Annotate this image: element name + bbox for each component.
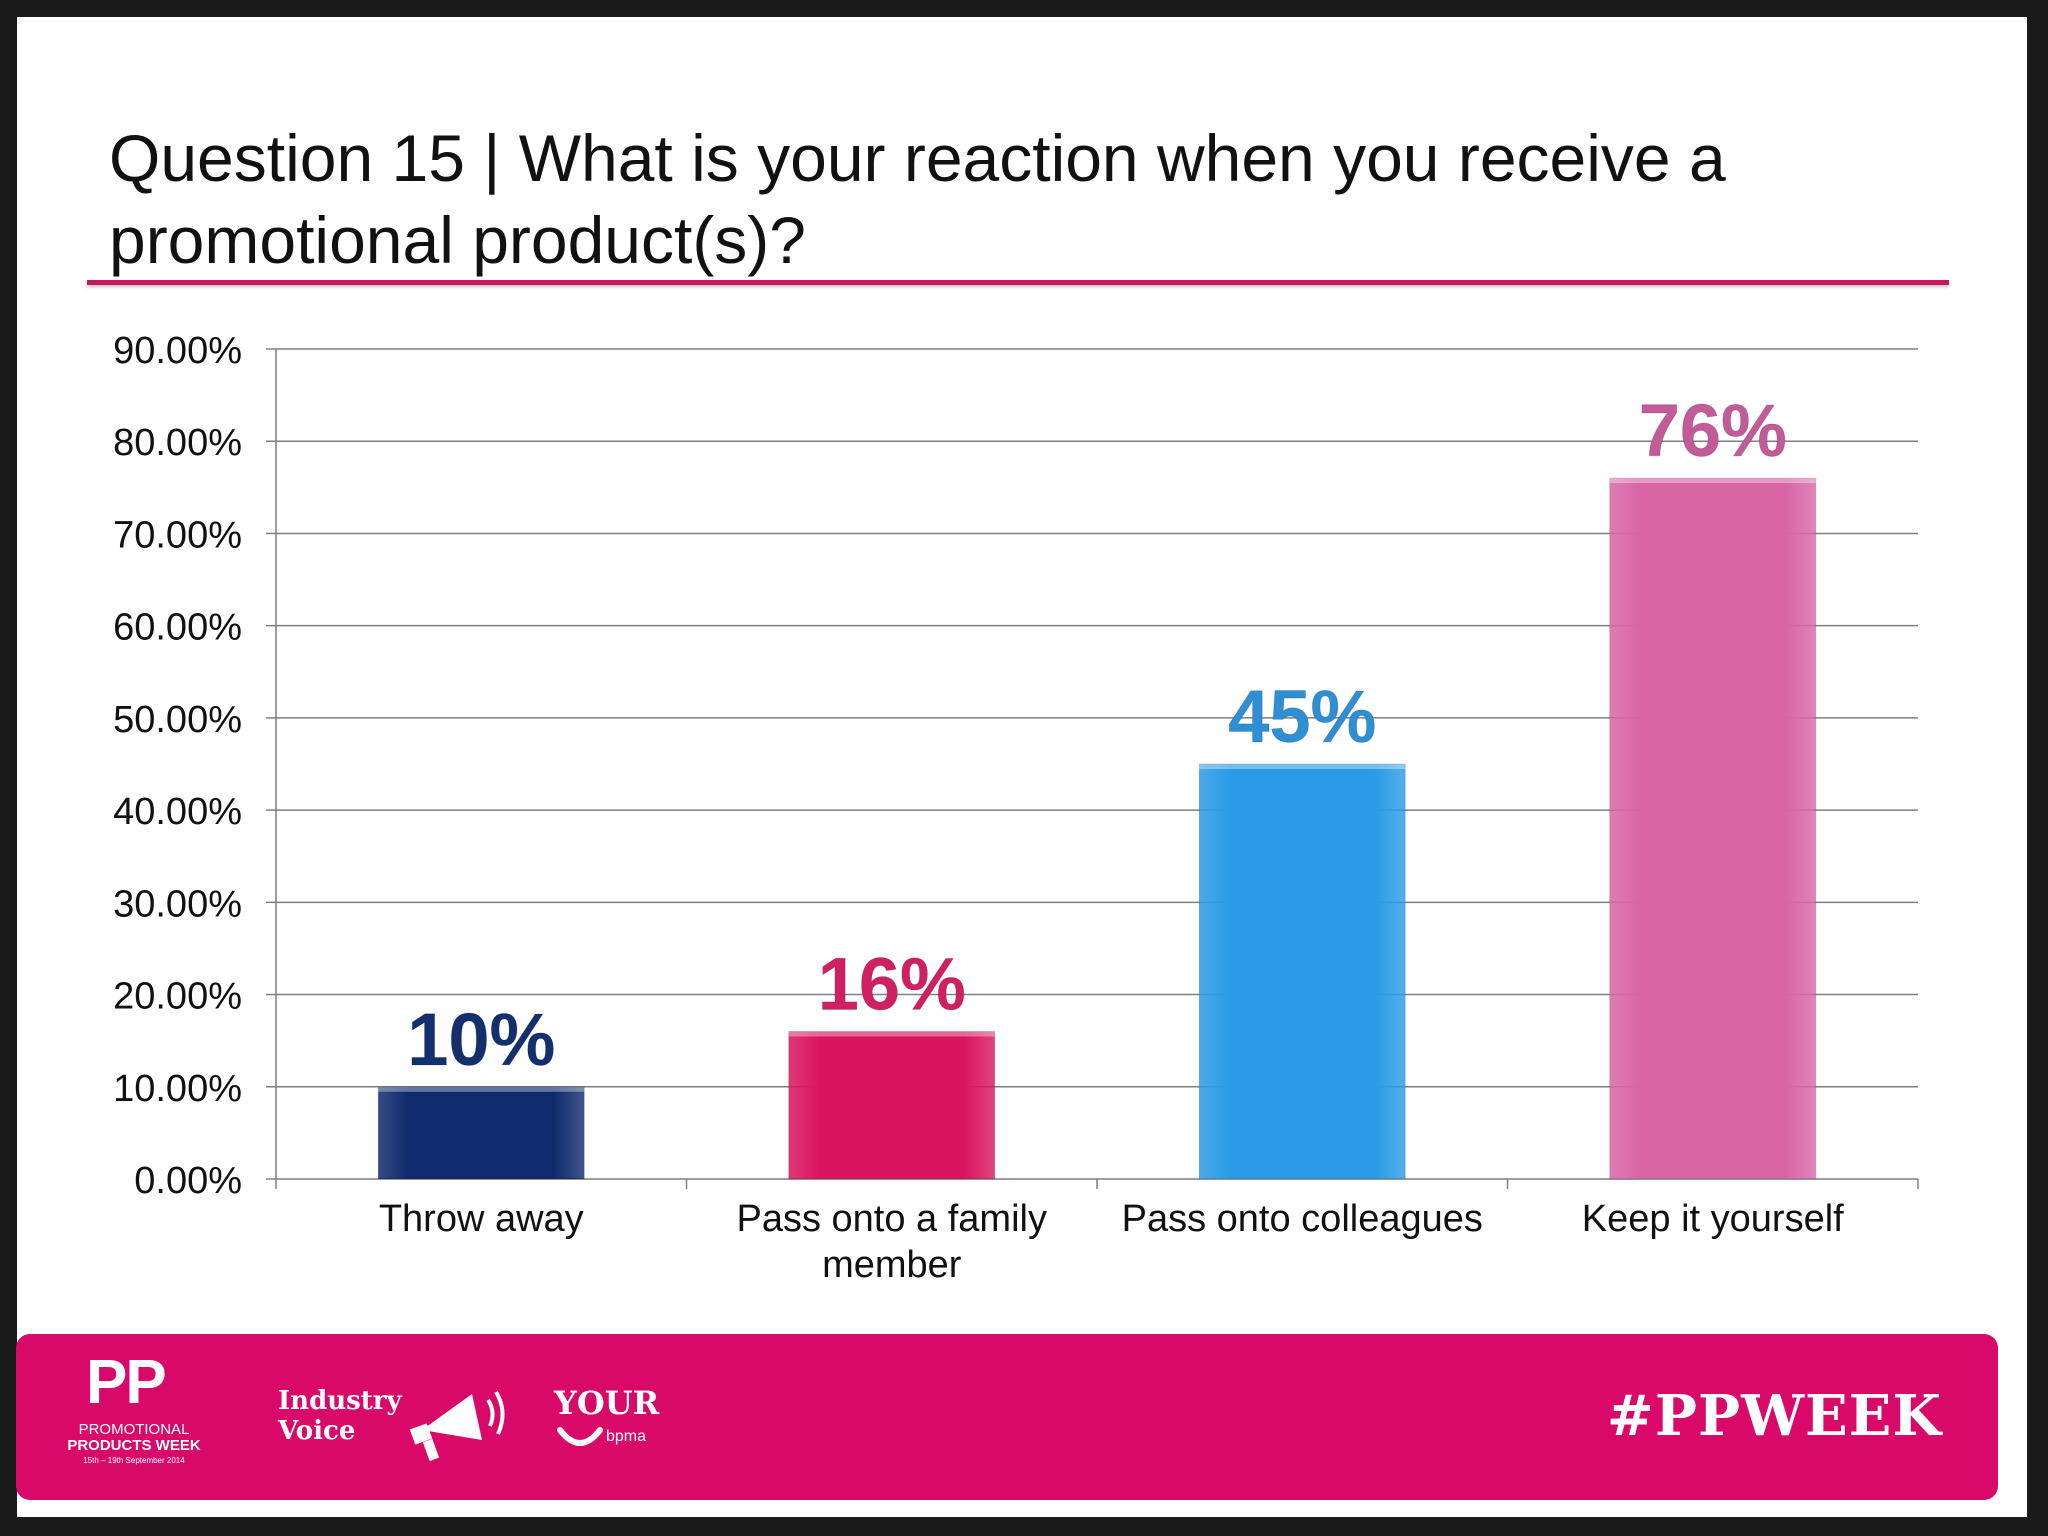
footer-banner: PP PROMOTIONAL PRODUCTS WEEK 15th – 19th… xyxy=(16,1334,1998,1500)
value-label: 45% xyxy=(1228,675,1376,758)
bpma-logo-text: bpma xyxy=(606,1428,647,1445)
y-tick-label: 40.00% xyxy=(113,791,242,833)
y-tick-label: 70.00% xyxy=(113,514,242,556)
value-label: 10% xyxy=(407,998,555,1081)
y-tick-label: 0.00% xyxy=(134,1160,242,1202)
bar xyxy=(788,1030,996,1180)
pp-logo-line1: PROMOTIONAL xyxy=(78,1421,190,1438)
bar xyxy=(1609,477,1817,1180)
y-tick-label: 80.00% xyxy=(113,422,242,464)
industry-voice-logo-line2: Voice xyxy=(278,1416,356,1446)
x-tick-label-line: Pass onto a family xyxy=(737,1198,1047,1240)
chart-bars xyxy=(377,477,1817,1180)
y-tick-labels: 0.00% 10.00% 20.00% 30.00% 40.00% 50.00% 60.00… xyxy=(113,330,242,1202)
value-labels: 10% 16% 45% 76% xyxy=(407,389,1788,1082)
y-tick-label: 60.00% xyxy=(113,607,242,649)
smile-icon xyxy=(557,1427,603,1446)
value-label: 76% xyxy=(1639,389,1787,472)
x-tick-label-line: Keep it yourself xyxy=(1582,1198,1844,1240)
x-tick-label: Throw away xyxy=(379,1198,584,1240)
bar-highlight xyxy=(1199,764,1406,769)
y-tick-label: 20.00% xyxy=(113,976,242,1018)
hashtag-text: #PPWEEK xyxy=(1606,1383,1942,1449)
value-label: 16% xyxy=(818,942,966,1025)
x-tick-label-line: Throw away xyxy=(379,1198,584,1240)
megaphone-icon xyxy=(409,1390,505,1462)
x-tick-label: Keep it yourself xyxy=(1582,1198,1844,1240)
pp-logo-line2: PRODUCTS WEEK xyxy=(67,1437,201,1454)
y-tick-label: 10.00% xyxy=(113,1068,242,1110)
bar-chart: 0.00% 10.00% 20.00% 30.00% 40.00% 50.00% 60.00… xyxy=(113,330,1919,1286)
x-tick-label-line: member xyxy=(822,1244,962,1286)
y-tick-label: 30.00% xyxy=(113,883,242,925)
x-tick-label: Pass onto a family member xyxy=(737,1198,1047,1286)
slide-title: Question 15 | What is your reaction when… xyxy=(109,121,1726,277)
bar-highlight xyxy=(1609,478,1816,484)
y-tick-label: 90.00% xyxy=(113,330,242,372)
x-tick-label-line: Pass onto colleagues xyxy=(1122,1198,1483,1240)
pp-logo-line3: 15th – 19th September 2014 xyxy=(83,1456,185,1465)
pp-logo: PP xyxy=(86,1348,167,1417)
title-divider xyxy=(87,280,1949,285)
industry-voice-logo-line1: Industry xyxy=(278,1386,402,1416)
x-tick-label: Pass onto colleagues xyxy=(1122,1198,1483,1240)
bar xyxy=(377,1086,585,1180)
y-tick-label: 50.00% xyxy=(113,699,242,741)
bar-highlight xyxy=(378,1086,585,1092)
your-bpma-logo-title: YOUR xyxy=(554,1384,660,1422)
bar xyxy=(1198,763,1406,1180)
bar-highlight xyxy=(788,1031,995,1037)
